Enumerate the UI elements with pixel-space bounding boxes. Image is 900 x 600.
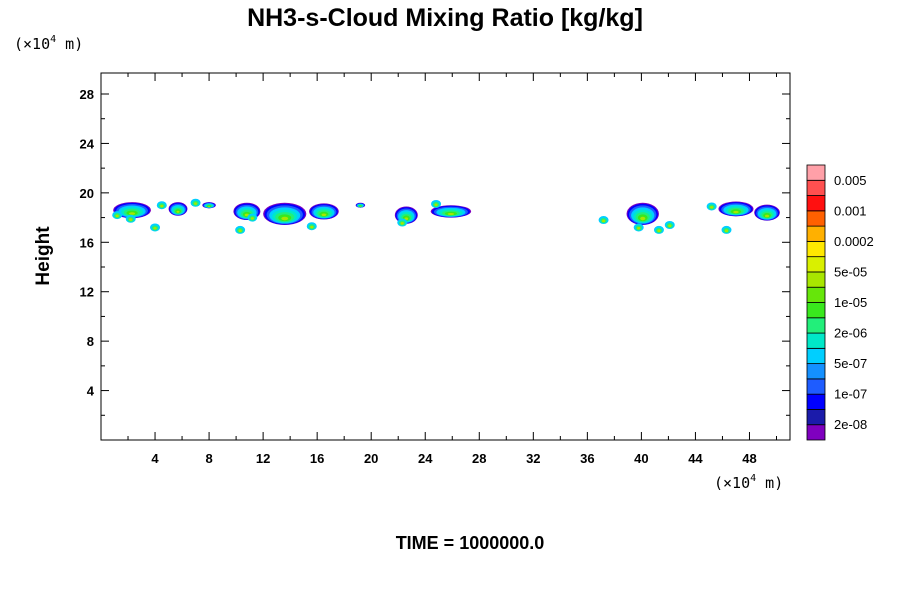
svg-text:(×104 m): (×104 m)	[14, 34, 83, 53]
colorbar-swatch	[806, 164, 826, 181]
cloud-contour	[281, 216, 289, 221]
cloud-contour	[321, 213, 327, 217]
colorbar-swatch	[806, 195, 826, 212]
x-tick-label: 36	[580, 451, 594, 466]
colorbar-label: 0.005	[834, 173, 867, 188]
colorbar-swatch	[806, 332, 826, 349]
y-tick-label: 4	[87, 384, 95, 399]
plot-area	[101, 73, 790, 440]
cloud-contour	[764, 214, 770, 218]
y-tick-label: 28	[80, 87, 94, 102]
x-axis-unit: (×104 m)	[714, 473, 783, 492]
colorbar-swatch	[806, 271, 826, 288]
y-unit-suffix: m)	[56, 35, 83, 53]
colorbar-label: 2e-06	[834, 326, 867, 341]
cloud-spot-peak	[115, 214, 119, 218]
x-tick-label: 8	[205, 451, 212, 466]
colorbar-swatch	[806, 409, 826, 426]
y-unit-exponent: 4	[50, 34, 56, 45]
cloud-field	[112, 198, 780, 234]
colorbar-swatch	[806, 179, 826, 196]
colorbar-label: 1e-07	[834, 387, 867, 402]
cloud-spot-peak	[400, 222, 404, 225]
y-axis-label: Height	[33, 226, 54, 286]
colorbar-label: 0.001	[834, 203, 867, 218]
x-tick-label: 48	[742, 451, 756, 466]
x-tick-label: 4	[151, 451, 159, 466]
cloud-contour	[359, 205, 362, 207]
x-unit-prefix: (×10	[714, 474, 750, 492]
x-tick-label: 28	[472, 451, 486, 466]
cloud-spot-peak	[310, 225, 314, 229]
cloud-contour	[207, 206, 211, 208]
colorbar-swatch	[806, 347, 826, 365]
colorbar-swatch	[806, 393, 826, 410]
cloud-contour	[733, 210, 739, 214]
y-axis-ticks: 4 8 12 16 20 24 28	[80, 87, 790, 416]
colorbar-label: 5e-05	[834, 264, 867, 279]
y-tick-label: 16	[80, 235, 94, 250]
chart-title: NH3-s-Cloud Mixing Ratio [kg/kg]	[247, 4, 643, 32]
cloud-spot-peak	[160, 204, 164, 208]
cloud-spot-peak	[637, 226, 641, 230]
x-tick-label: 20	[364, 451, 378, 466]
colorbar-swatch	[806, 302, 826, 319]
colorbar-swatch	[806, 240, 826, 258]
x-unit-suffix: m)	[756, 474, 783, 492]
time-label: TIME = 1000000.0	[396, 533, 545, 553]
x-tick-label: 16	[310, 451, 324, 466]
y-unit-prefix: (×10	[14, 35, 50, 53]
cloud-contour	[176, 210, 180, 213]
colorbar-swatch	[806, 363, 826, 380]
colorbar-label: 5e-07	[834, 356, 867, 371]
colorbar-swatch	[806, 424, 826, 441]
y-tick-label: 8	[87, 334, 94, 349]
x-axis-ticks: 4 8 12 16 20 24 28 32 36 40 44 48	[127, 73, 777, 466]
colorbar-swatch	[806, 378, 826, 395]
y-tick-label: 24	[80, 136, 95, 151]
colorbar: 2e-08 1e-07 5e-07 2e-06 1e-05 5e-05 0.0002 0.00…	[806, 164, 874, 441]
colorbar-swatch	[806, 256, 826, 273]
cloud-spot-peak	[238, 229, 242, 233]
cloud-spot-peak	[724, 229, 729, 233]
cloud-spot-peak	[601, 219, 606, 223]
x-tick-label: 32	[526, 451, 540, 466]
cloud-spot-peak	[434, 203, 438, 207]
colorbar-swatch	[806, 210, 826, 227]
colorbar-label: 2e-08	[834, 417, 867, 432]
colorbar-label: 1e-05	[834, 295, 867, 310]
cloud-spot-peak	[657, 229, 661, 233]
x-unit-exponent: 4	[750, 473, 756, 484]
x-tick-label: 24	[418, 451, 433, 466]
colorbar-swatch	[806, 286, 826, 303]
cloud-spot-peak	[153, 226, 157, 230]
y-tick-label: 12	[80, 285, 94, 300]
cloud-spot-peak	[710, 205, 714, 209]
plot-frame	[100, 72, 791, 441]
x-tick-label: 44	[688, 451, 703, 466]
x-tick-label: 12	[256, 451, 270, 466]
y-axis-unit: (×104 m)	[14, 34, 83, 53]
cloud-spot-peak	[193, 202, 198, 205]
cloud-contour	[447, 213, 455, 215]
cloud-spot-peak	[250, 217, 254, 220]
x-tick-label: 40	[634, 451, 648, 466]
cloud-spot-peak	[668, 224, 672, 228]
colorbar-swatch	[806, 317, 826, 334]
y-tick-label: 20	[80, 186, 94, 201]
svg-text:(×104 m): (×104 m)	[714, 473, 783, 492]
cloud-contour	[129, 212, 136, 215]
cloud-contour	[640, 216, 646, 221]
cloud-spot-peak	[129, 218, 133, 221]
colorbar-swatch	[806, 225, 826, 242]
colorbar-label: 0.0002	[834, 234, 874, 249]
